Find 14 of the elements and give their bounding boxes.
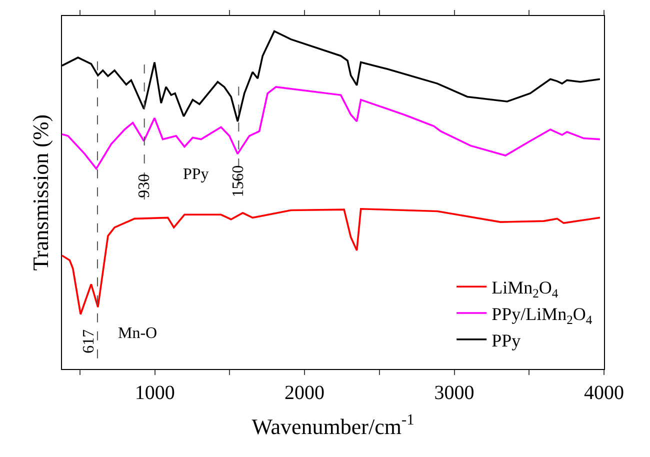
legend-label: LiMn$_{2}$O$_{4}$ [492, 278, 559, 300]
x-axis-title: Wavenumber/cm$^{-1}$ [252, 412, 414, 439]
x-tick-label: 3000 [434, 382, 474, 404]
ref-line-label: 617 [80, 329, 98, 354]
x-tick-label: 2000 [284, 382, 325, 404]
x-tick-label: 1000 [134, 382, 175, 404]
annotation: PPy [183, 166, 209, 183]
ref-line-label: 930 [136, 174, 153, 198]
legend-label: PPy/LiMn$_{2}$O$_{4}$ [492, 304, 593, 327]
annotation: Mn-O [118, 325, 158, 342]
y-axis-title: Transmission (%) [28, 114, 53, 271]
x-tick-label: 4000 [584, 382, 624, 404]
legend-label: PPy [492, 330, 521, 350]
ref-line-label: 1560 [230, 165, 248, 198]
